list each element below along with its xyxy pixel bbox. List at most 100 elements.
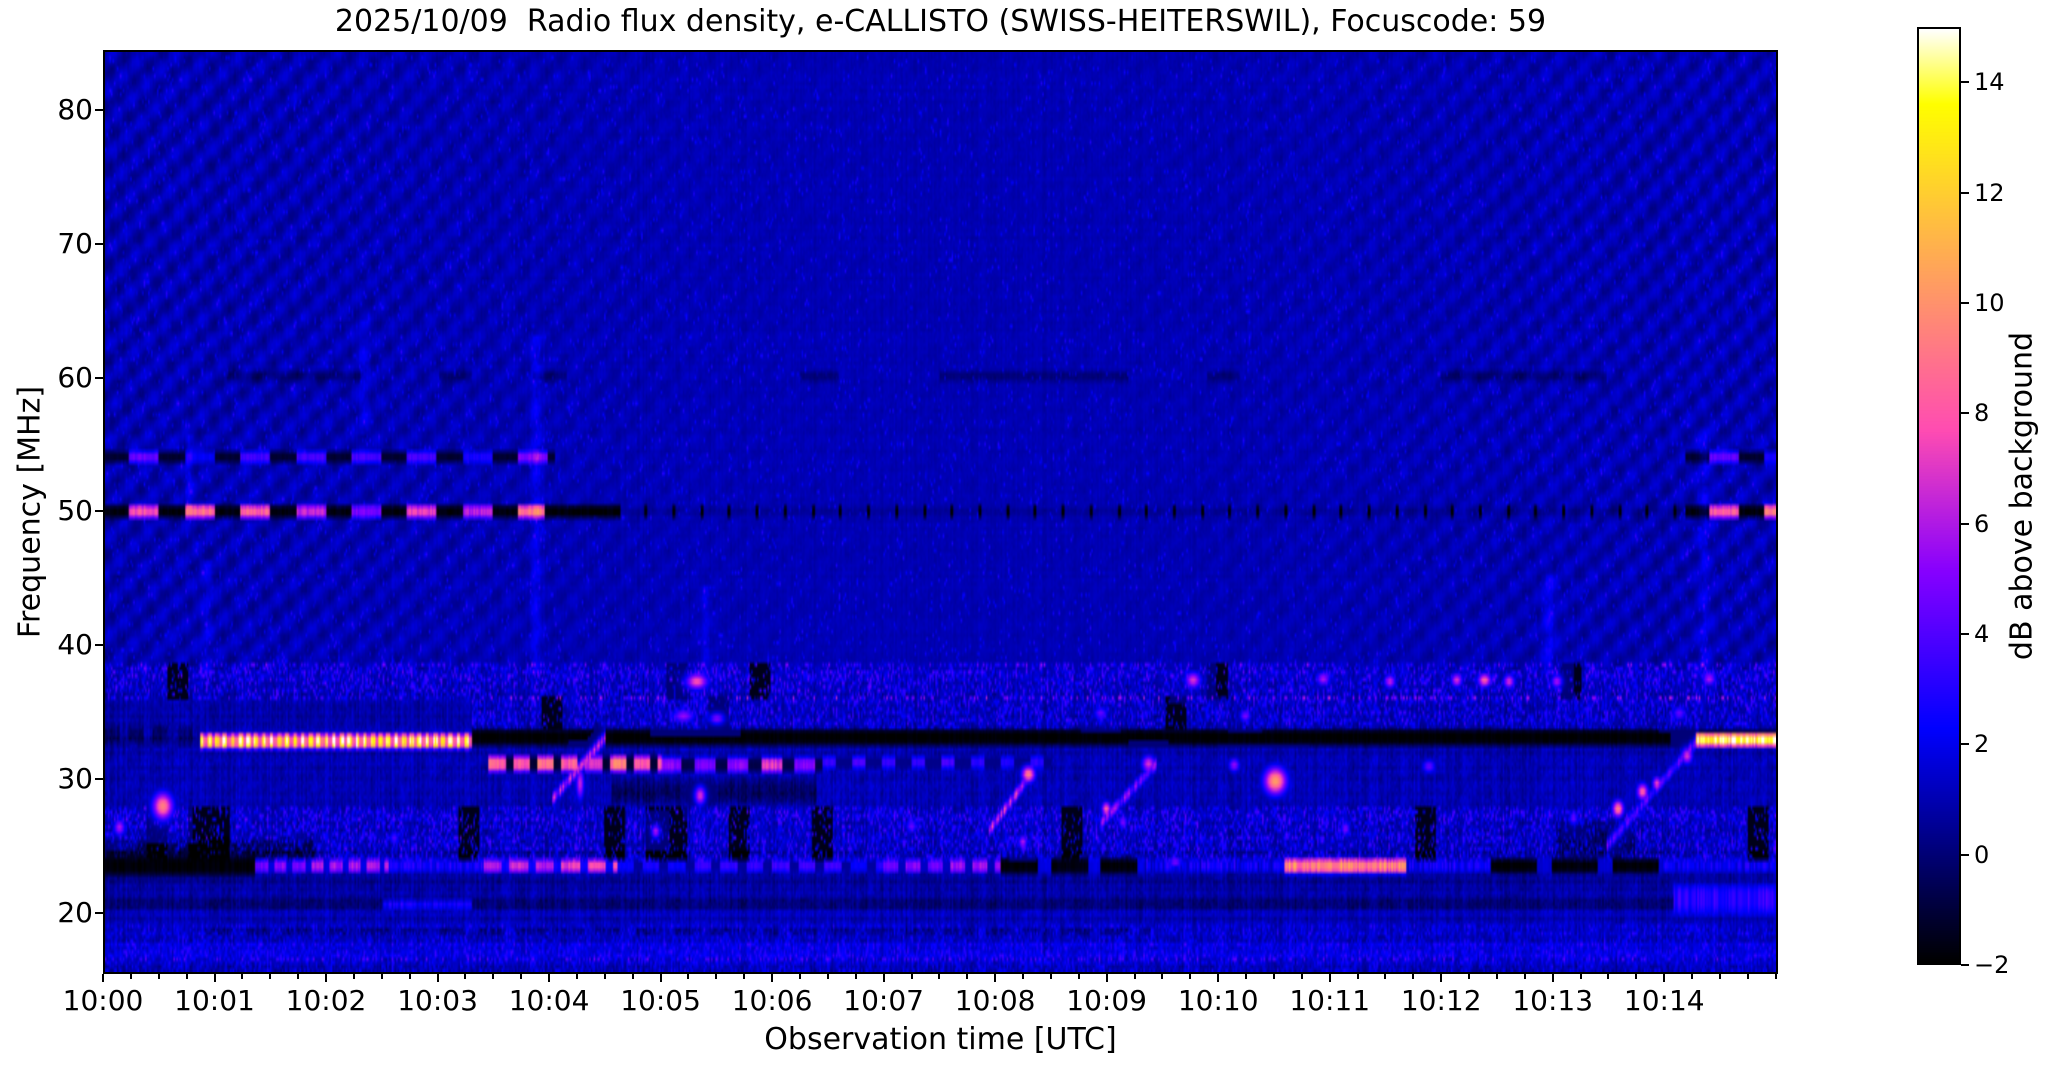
x-major-tick bbox=[325, 974, 328, 982]
chart-title: 2025/10/09 Radio flux density, e-CALLIST… bbox=[334, 4, 1547, 39]
x-minor-tick bbox=[1468, 974, 1471, 979]
x-major-tick bbox=[1551, 974, 1554, 982]
x-tick-label: 10:03 bbox=[397, 984, 478, 1017]
y-tick-label: 50 bbox=[57, 494, 93, 528]
x-minor-tick bbox=[910, 974, 913, 979]
y-major-tick bbox=[95, 778, 103, 781]
x-minor-tick bbox=[854, 974, 857, 979]
x-major-tick bbox=[548, 974, 551, 982]
x-minor-tick bbox=[464, 974, 467, 979]
x-tick-label: 10:07 bbox=[843, 984, 924, 1017]
x-minor-tick bbox=[157, 974, 160, 979]
y-major-tick bbox=[95, 376, 103, 379]
colorbar bbox=[1917, 27, 1961, 965]
x-minor-tick bbox=[1746, 974, 1749, 979]
x-minor-tick bbox=[520, 974, 523, 979]
x-minor-tick bbox=[352, 974, 355, 979]
x-major-tick bbox=[994, 974, 997, 982]
x-major-tick bbox=[102, 974, 104, 982]
x-major-tick bbox=[1217, 974, 1220, 982]
x-minor-tick bbox=[1189, 974, 1192, 979]
colorbar-tick-label: −2 bbox=[1974, 951, 2010, 979]
x-major-tick bbox=[659, 974, 662, 982]
x-minor-tick bbox=[1161, 974, 1164, 979]
y-tick-label: 80 bbox=[57, 92, 93, 126]
colorbar-tick-label: 10 bbox=[1974, 288, 2005, 317]
x-tick-label: 10:04 bbox=[508, 984, 590, 1017]
x-minor-tick bbox=[687, 974, 690, 979]
colorbar-tick bbox=[1961, 522, 1969, 525]
colorbar-tick-label: 12 bbox=[1974, 178, 2005, 207]
x-major-tick bbox=[1440, 974, 1443, 982]
y-tick-label: 30 bbox=[57, 762, 93, 796]
x-tick-label: 10:11 bbox=[1289, 984, 1371, 1017]
y-major-tick bbox=[95, 242, 103, 245]
x-major-tick bbox=[771, 974, 774, 982]
x-minor-tick bbox=[1300, 974, 1303, 979]
x-major-tick bbox=[213, 974, 216, 982]
x-minor-tick bbox=[1691, 974, 1694, 979]
x-minor-tick bbox=[1495, 974, 1498, 979]
colorbar-tick-label: 2 bbox=[1974, 730, 1990, 759]
y-tick-label: 70 bbox=[57, 226, 93, 260]
y-major-tick bbox=[95, 644, 103, 647]
x-minor-tick bbox=[1356, 974, 1359, 979]
spectrogram-canvas bbox=[105, 52, 1776, 972]
x-tick-label: 10:05 bbox=[620, 984, 701, 1017]
x-major-tick bbox=[1105, 974, 1108, 982]
x-minor-tick bbox=[1523, 974, 1526, 979]
x-tick-label: 10:06 bbox=[731, 984, 813, 1017]
x-tick-label: 10:14 bbox=[1623, 984, 1705, 1017]
x-minor-tick bbox=[798, 974, 801, 979]
x-minor-tick bbox=[1077, 974, 1080, 979]
x-axis-label: Observation time [UTC] bbox=[764, 1022, 1117, 1057]
x-minor-tick bbox=[966, 974, 969, 979]
x-tick-label: 10:12 bbox=[1400, 984, 1482, 1017]
colorbar-tick bbox=[1961, 743, 1969, 746]
colorbar-label: dB above background bbox=[2004, 331, 2040, 661]
x-major-tick bbox=[1328, 974, 1331, 982]
x-minor-tick bbox=[826, 974, 829, 979]
y-tick-label: 40 bbox=[57, 628, 93, 662]
x-major-tick bbox=[436, 974, 439, 982]
x-minor-tick bbox=[1412, 974, 1415, 979]
x-minor-tick bbox=[575, 974, 578, 979]
y-tick-label: 20 bbox=[57, 895, 93, 929]
x-minor-tick bbox=[715, 974, 718, 979]
x-minor-tick bbox=[492, 974, 495, 979]
colorbar-tick-label: 4 bbox=[1974, 619, 1990, 648]
x-minor-tick bbox=[408, 974, 411, 979]
x-minor-tick bbox=[1245, 974, 1248, 979]
x-minor-tick bbox=[1774, 974, 1777, 979]
x-tick-label: 10:08 bbox=[954, 984, 1036, 1017]
x-minor-tick bbox=[129, 974, 132, 979]
x-minor-tick bbox=[1049, 974, 1052, 979]
x-tick-label: 10:09 bbox=[1066, 984, 1148, 1017]
colorbar-tick bbox=[1961, 412, 1969, 415]
x-minor-tick bbox=[241, 974, 244, 979]
x-minor-tick bbox=[380, 974, 383, 979]
colorbar-tick bbox=[1961, 81, 1969, 84]
colorbar-tick bbox=[1961, 301, 1969, 304]
x-tick-label: 10:10 bbox=[1177, 984, 1259, 1017]
colorbar-canvas bbox=[1919, 29, 1959, 963]
y-major-tick bbox=[95, 108, 103, 111]
y-major-tick bbox=[95, 510, 103, 513]
x-minor-tick bbox=[1579, 974, 1582, 979]
x-minor-tick bbox=[269, 974, 272, 979]
colorbar-tick bbox=[1961, 964, 1969, 966]
colorbar-tick bbox=[1961, 191, 1969, 194]
x-minor-tick bbox=[1272, 974, 1275, 979]
x-minor-tick bbox=[1719, 974, 1721, 979]
plot-area bbox=[103, 50, 1778, 974]
x-minor-tick bbox=[1022, 974, 1025, 979]
y-major-tick bbox=[95, 911, 103, 914]
colorbar-tick-label: 0 bbox=[1974, 840, 1990, 869]
colorbar-tick-label: 6 bbox=[1974, 509, 1990, 538]
x-minor-tick bbox=[1635, 974, 1638, 979]
x-tick-label: 10:01 bbox=[174, 984, 255, 1017]
x-minor-tick bbox=[938, 974, 941, 979]
x-minor-tick bbox=[631, 974, 634, 979]
x-minor-tick bbox=[1607, 974, 1610, 979]
